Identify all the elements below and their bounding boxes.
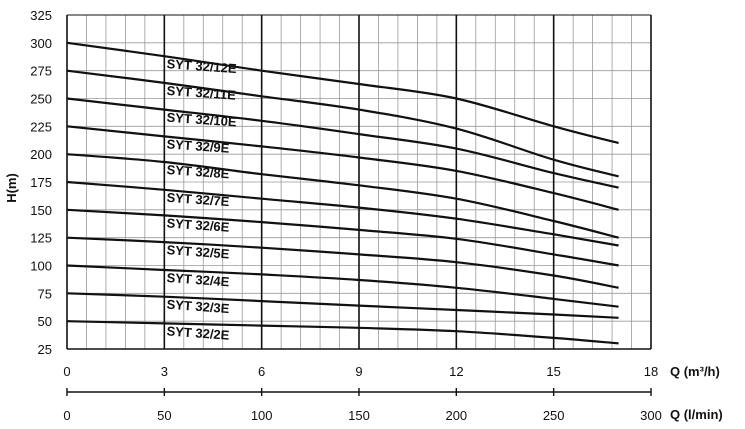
x-tick-label: 18 (644, 364, 658, 379)
x2-tick-label: 250 (543, 408, 565, 423)
series-line (66, 69, 619, 178)
series-label: SYT 32/12E (166, 56, 237, 76)
series-line (66, 180, 619, 247)
x2-tick-label: 200 (445, 408, 467, 423)
series-label: SYT 32/3E (166, 297, 230, 316)
x2-tick-label: 300 (640, 408, 662, 423)
series-line (66, 320, 619, 345)
series-label: SYT 32/7E (166, 190, 230, 209)
x2-tick-label: 50 (157, 408, 171, 423)
x2-tick-label: 0 (63, 408, 70, 423)
series-line (66, 41, 619, 145)
x2-axis-label: Q (l/min) (670, 407, 723, 422)
y-tick-label: 100 (30, 259, 52, 274)
series-line (66, 236, 619, 289)
series-label: SYT 32/5E (166, 242, 230, 261)
x-tick-label: 12 (449, 364, 463, 379)
y-tick-label: 325 (30, 8, 52, 23)
y-tick-label: 75 (38, 286, 52, 301)
y-tick-label: 175 (30, 175, 52, 190)
x-axis-label: Q (m³/h) (670, 364, 720, 379)
series-label: SYT 32/10E (166, 110, 237, 130)
series-label: SYT 32/6E (166, 215, 230, 234)
y-tick-label: 125 (30, 231, 52, 246)
y-tick-label: 250 (30, 92, 52, 107)
y-axis-label: H(m) (4, 173, 19, 203)
x-tick-label: 15 (546, 364, 560, 379)
y-tick-label: 50 (38, 314, 52, 329)
series-line (66, 97, 619, 189)
series-line (66, 264, 619, 308)
series-line (66, 153, 619, 239)
series-label: SYT 32/8E (166, 162, 230, 181)
y-tick-label: 150 (30, 203, 52, 218)
y-tick-label: 275 (30, 64, 52, 79)
series-labels: SYT 32/12E SYT 32/11E SYT 32/10E SYT 32/9E S… (166, 56, 237, 343)
x-tick-label: 6 (258, 364, 265, 379)
series-line (66, 125, 619, 211)
x-tick-label: 3 (161, 364, 168, 379)
series-label: SYT 32/2E (166, 323, 230, 342)
axis-ticks: 0 50 100 150 200 250 300 0 3 6 9 12 15 18 25 50 75 100 125… (30, 8, 662, 423)
series-line (66, 292, 619, 319)
series-line (66, 208, 619, 267)
series-lines (66, 41, 619, 345)
x-tick-label: 9 (355, 364, 362, 379)
series-label: SYT 32/9E (166, 136, 230, 155)
x-tick-label: 0 (63, 364, 70, 379)
series-label: SYT 32/4E (166, 270, 230, 289)
y-tick-label: 25 (38, 342, 52, 357)
x2-tick-label: 150 (348, 408, 370, 423)
y-tick-label: 300 (30, 36, 52, 51)
y-tick-label: 200 (30, 147, 52, 162)
x2-tick-label: 100 (251, 408, 273, 423)
series-label: SYT 32/11E (166, 83, 237, 103)
y-tick-label: 225 (30, 119, 52, 134)
